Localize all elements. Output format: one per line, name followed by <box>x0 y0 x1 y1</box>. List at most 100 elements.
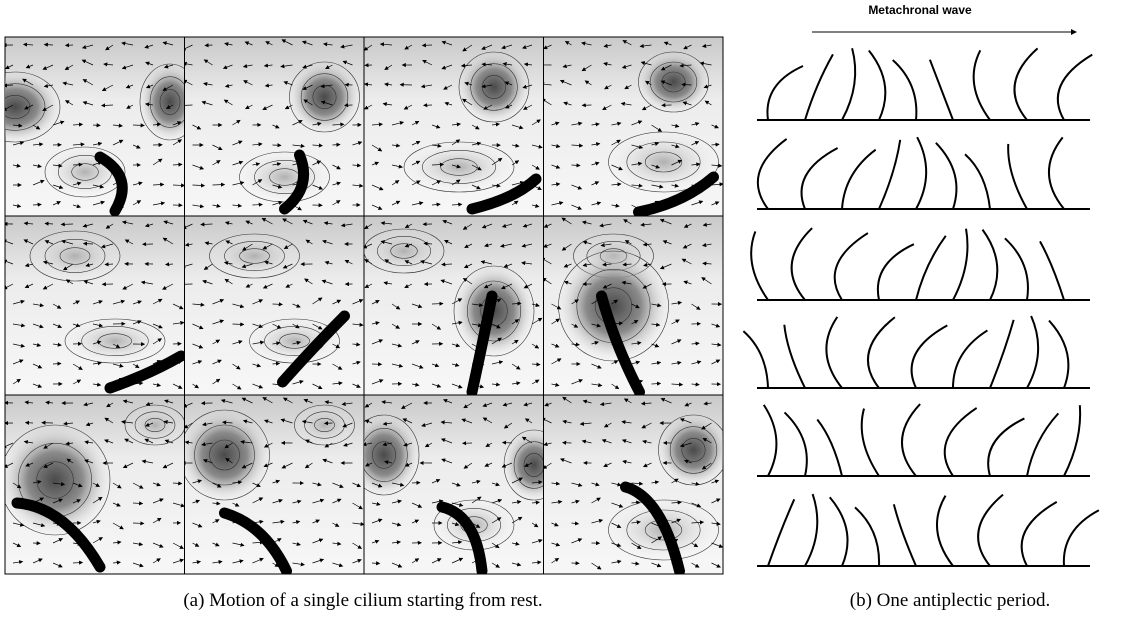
velocity-arrow <box>411 201 424 206</box>
velocity-arrow <box>571 379 584 385</box>
velocity-arrow <box>232 542 245 547</box>
velocity-arrow <box>192 542 200 547</box>
cilium-shape <box>841 148 877 210</box>
velocity-arrow <box>621 439 632 444</box>
cilium-shape <box>767 498 796 567</box>
velocity-arrow <box>511 124 524 130</box>
velocity-arrow <box>65 100 74 106</box>
velocity-arrow <box>325 64 333 69</box>
velocity-arrow <box>643 262 652 267</box>
cilium <box>277 310 350 388</box>
velocity-arrow <box>242 243 253 251</box>
velocity-arrow <box>132 200 142 206</box>
velocity-arrow <box>272 498 283 504</box>
velocity-arrow <box>212 319 225 325</box>
velocity-arrow <box>32 342 42 347</box>
velocity-arrow <box>431 383 442 388</box>
velocity-arrow <box>691 162 701 167</box>
velocity-arrow <box>511 516 523 524</box>
contour <box>523 453 544 477</box>
vortex <box>140 64 185 140</box>
velocity-arrow <box>543 462 552 469</box>
velocity-arrow <box>701 422 712 430</box>
velocity-arrow <box>145 84 154 89</box>
velocity-arrow <box>106 402 114 408</box>
velocity-arrow <box>42 260 54 265</box>
velocity-arrow <box>651 164 661 169</box>
velocity-arrow <box>521 436 533 444</box>
velocity-arrow <box>224 442 233 449</box>
velocity-arrow <box>531 379 540 385</box>
velocity-arrow <box>364 283 373 288</box>
velocity-arrow <box>651 141 660 146</box>
velocity-arrow <box>232 363 241 370</box>
velocity-arrow <box>440 420 453 425</box>
velocity-arrow <box>164 439 174 444</box>
velocity-arrow <box>172 320 185 326</box>
velocity-arrow <box>500 283 513 290</box>
velocity-arrow <box>283 81 293 86</box>
velocity-arrow <box>491 183 501 188</box>
velocity-arrow <box>491 122 501 127</box>
velocity-arrow <box>282 397 293 404</box>
velocity-arrow <box>603 462 612 468</box>
velocity-arrow <box>599 402 612 407</box>
velocity-arrow <box>162 462 174 469</box>
velocity-arrow <box>651 343 660 348</box>
velocity-arrow <box>403 442 413 447</box>
velocity-arrow <box>43 442 54 449</box>
velocity-arrow <box>172 558 185 564</box>
velocity-arrow <box>691 481 700 486</box>
velocity-arrow <box>125 84 134 89</box>
velocity-arrow <box>371 518 383 524</box>
velocity-arrow <box>441 64 453 70</box>
velocity-arrow <box>312 160 322 166</box>
velocity-arrow <box>701 43 712 49</box>
velocity-arrow <box>391 164 403 169</box>
velocity-arrow <box>52 184 64 190</box>
velocity-arrow <box>84 440 94 445</box>
velocity-arrow <box>222 64 233 70</box>
velocity-arrow <box>192 499 201 504</box>
velocity-arrow <box>443 84 453 90</box>
velocity-arrow <box>63 421 74 426</box>
cilium-shape <box>977 493 1004 567</box>
velocity-arrow <box>232 203 243 208</box>
velocity-arrow <box>602 283 612 289</box>
velocity-arrow <box>483 104 493 110</box>
contour <box>458 51 530 123</box>
velocity-arrow <box>72 122 84 127</box>
velocity-arrow <box>711 163 723 168</box>
velocity-arrow <box>631 120 643 126</box>
velocity-arrow <box>602 262 612 267</box>
cilium-shape <box>910 324 948 389</box>
velocity-arrow <box>482 402 493 408</box>
velocity-arrow <box>85 422 94 427</box>
velocity-arrow <box>85 262 94 268</box>
velocity-arrow <box>263 462 273 468</box>
velocity-arrow <box>285 283 293 288</box>
contour <box>139 63 185 141</box>
contour <box>658 414 723 486</box>
velocity-arrow <box>252 299 264 305</box>
velocity-arrow <box>451 362 460 367</box>
velocity-arrow <box>12 522 25 527</box>
velocity-arrow <box>100 243 114 249</box>
velocity-arrow <box>332 142 341 147</box>
velocity-arrow <box>272 361 281 366</box>
velocity-arrow <box>562 419 572 424</box>
velocity-arrow <box>301 419 313 424</box>
velocity-arrow <box>691 562 700 568</box>
velocity-arrow <box>640 222 652 227</box>
velocity-arrow <box>121 64 134 70</box>
velocity-arrow <box>621 420 632 425</box>
velocity-arrow <box>100 103 114 108</box>
velocity-arrow <box>184 223 193 229</box>
velocity-arrow <box>622 459 632 464</box>
velocity-arrow <box>464 81 473 86</box>
velocity-arrow <box>352 383 361 388</box>
velocity-arrow <box>411 382 420 387</box>
cilium-shape <box>952 228 969 301</box>
velocity-arrow <box>451 343 461 348</box>
velocity-arrow <box>684 459 692 464</box>
